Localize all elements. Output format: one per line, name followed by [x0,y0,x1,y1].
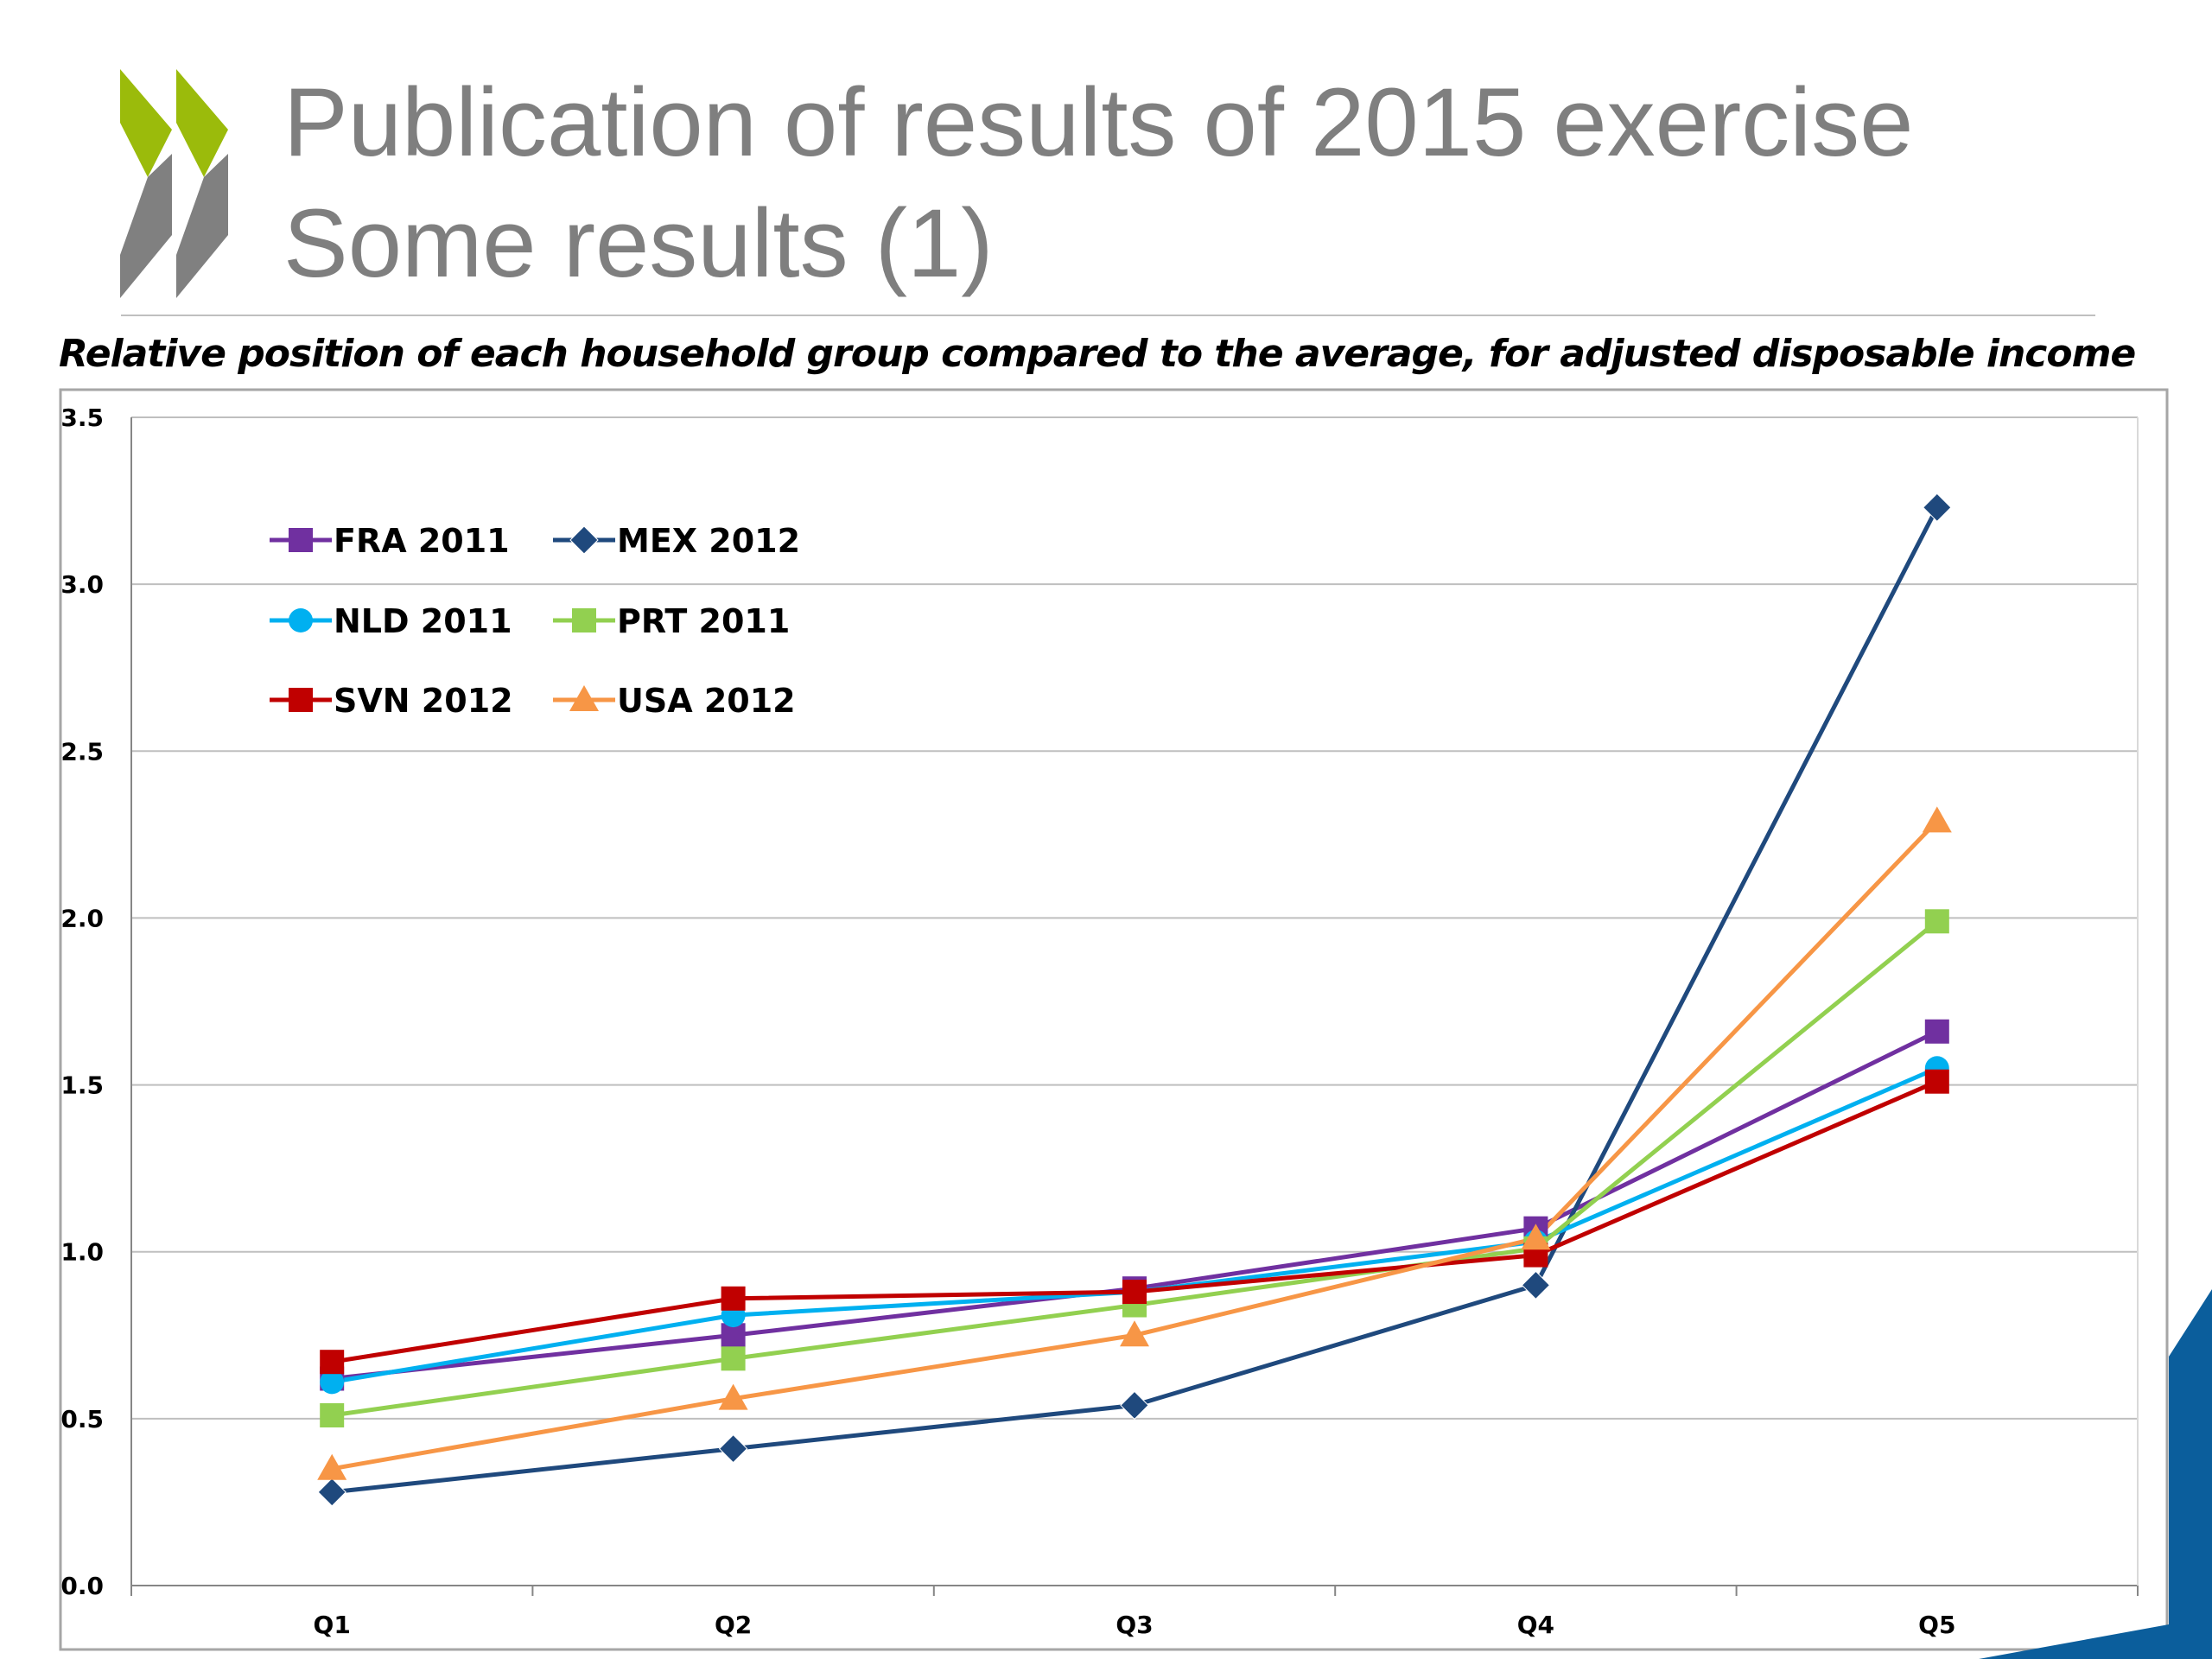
slide-title-line-2: Some results (1) [283,189,994,297]
data-point-usa-2012 [1922,806,1952,833]
data-point-usa-2012 [1120,1320,1149,1347]
y-tick-label: 2.0 [60,904,104,932]
legend-item-prt-2011: PRT 2011 [553,602,790,640]
data-point-prt-2011 [1924,909,1949,934]
data-point-mex-2012 [1923,493,1952,523]
y-tick-label: 0.0 [60,1572,104,1600]
legend-item-mex-2012: MEX 2012 [553,522,800,560]
legend-label: FRA 2011 [334,522,510,560]
data-point-usa-2012 [1521,1224,1551,1250]
y-tick-label: 2.5 [60,737,104,766]
data-point-prt-2011 [320,1402,345,1427]
oecd-logo-icon [120,69,228,298]
data-point-mex-2012 [317,1478,346,1507]
data-point-prt-2011 [721,1346,746,1371]
legend-item-fra-2011: FRA 2011 [270,522,510,560]
legend-marker [289,528,313,552]
data-point-usa-2012 [317,1453,347,1480]
x-tick-label: Q3 [1116,1611,1153,1639]
legend-marker [572,608,596,632]
data-point-mex-2012 [1120,1390,1149,1421]
title-divider [121,315,2095,316]
data-point-svn-2012 [1924,1069,1949,1094]
y-tick-label: 1.0 [60,1238,104,1267]
legend-marker [289,688,313,712]
y-tick-label: 3.5 [60,404,104,432]
logo-green-chevron-left [120,69,172,177]
data-point-nld-2011 [320,1370,345,1395]
legend-label: MEX 2012 [617,522,800,560]
data-point-mex-2012 [1521,1270,1551,1300]
x-tick-label: Q5 [1918,1611,1955,1639]
legend-label: NLD 2011 [334,602,512,640]
legend-item-nld-2011: NLD 2011 [270,602,512,640]
x-tick-label: Q4 [1517,1611,1554,1639]
legend-item-usa-2012: USA 2012 [553,682,796,720]
y-tick-label: 0.5 [60,1405,104,1433]
chart-subtitle: Relative position of each household grou… [59,332,2136,376]
data-point-mex-2012 [718,1433,748,1464]
data-point-fra-2011 [1924,1019,1949,1044]
chart-frame [59,388,2169,1651]
x-tick-label: Q1 [314,1611,351,1639]
legend-label: USA 2012 [617,682,796,720]
legend-marker [569,685,599,711]
logo-green-chevron-right [176,69,228,177]
legend-marker [289,608,313,632]
x-tick-label: Q2 [715,1611,752,1639]
data-point-svn-2012 [320,1350,345,1375]
data-point-svn-2012 [721,1286,746,1311]
corner-accent-shape [1979,1289,2212,1659]
legend-label: PRT 2011 [617,602,790,640]
legend-label: SVN 2012 [334,682,513,720]
data-point-usa-2012 [718,1383,748,1410]
legend-item-svn-2012: SVN 2012 [270,682,513,720]
legend-marker [569,525,599,555]
y-tick-label: 1.5 [60,1071,104,1100]
y-tick-label: 3.0 [60,570,104,599]
slide-title-line-1: Publication of results of 2015 exercise [283,68,1914,176]
logo-grey-chevron-left [120,154,172,298]
data-point-svn-2012 [1122,1280,1147,1305]
logo-grey-chevron-right [176,154,228,298]
